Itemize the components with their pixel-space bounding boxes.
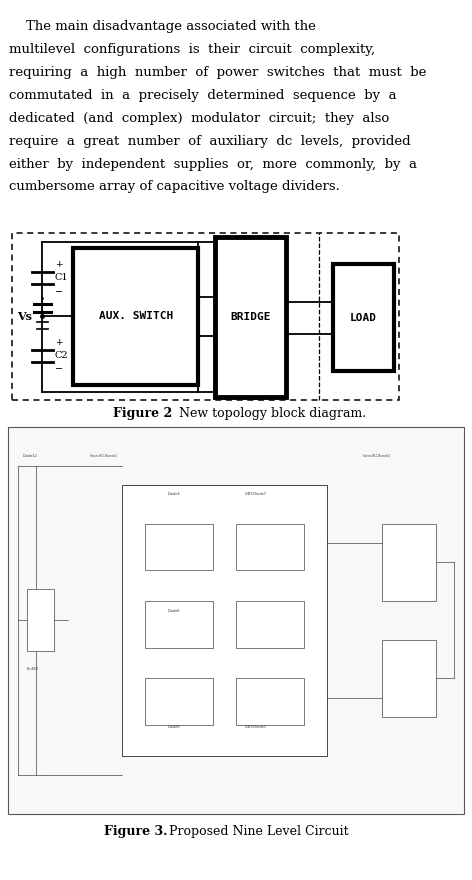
Text: AUX. SWITCH: AUX. SWITCH xyxy=(99,312,173,321)
Bar xyxy=(236,601,304,648)
Text: BRIDGE: BRIDGE xyxy=(230,312,270,322)
Text: −: − xyxy=(55,364,63,375)
Text: The main disadvantage associated with the: The main disadvantage associated with th… xyxy=(9,20,316,33)
Text: Diode6: Diode6 xyxy=(168,609,180,612)
Text: either  by  independent  supplies  or,  more  commonly,  by  a: either by independent supplies or, more … xyxy=(9,158,417,171)
Bar xyxy=(27,590,54,651)
Text: Diode8: Diode8 xyxy=(168,725,180,729)
Bar xyxy=(333,264,394,371)
Text: requiring  a  high  number  of  power  switches  that  must  be: requiring a high number of power switche… xyxy=(9,66,427,79)
Text: commutated  in  a  precisely  determined  sequence  by  a: commutated in a precisely determined seq… xyxy=(9,89,397,102)
Text: require  a  great  number  of  auxiliary  dc  levels,  provided: require a great number of auxiliary dc l… xyxy=(9,135,411,148)
Bar xyxy=(145,524,213,570)
Bar xyxy=(122,485,327,756)
Bar xyxy=(381,640,436,717)
Bar xyxy=(381,524,436,601)
Bar xyxy=(215,237,286,397)
Text: C1: C1 xyxy=(55,274,68,282)
Text: +: + xyxy=(55,260,62,269)
Text: E=480: E=480 xyxy=(27,667,39,671)
Text: Figure 2: Figure 2 xyxy=(113,407,173,420)
Text: New topology block diagram.: New topology block diagram. xyxy=(179,407,366,420)
Text: LOAD: LOAD xyxy=(350,312,377,323)
Bar xyxy=(236,678,304,725)
Text: Diode4: Diode4 xyxy=(168,493,180,496)
Text: +: + xyxy=(55,338,62,347)
Text: Proposed Nine Level Circuit: Proposed Nine Level Circuit xyxy=(165,825,349,839)
Bar xyxy=(73,248,198,385)
Bar xyxy=(145,678,213,725)
Text: dedicated  (and  complex)  modulator  circuit;  they  also: dedicated (and complex) modulator circui… xyxy=(9,112,390,125)
Text: Series RLC Branch4: Series RLC Branch4 xyxy=(363,454,390,458)
Text: C2: C2 xyxy=(55,351,68,360)
FancyBboxPatch shape xyxy=(12,233,399,400)
Text: cumbersome array of capacitive voltage dividers.: cumbersome array of capacitive voltage d… xyxy=(9,180,340,194)
Text: Diode12: Diode12 xyxy=(22,454,37,458)
Bar xyxy=(145,601,213,648)
Bar xyxy=(236,524,304,570)
Text: −: − xyxy=(55,287,63,297)
Text: multilevel  configurations  is  their  circuit  complexity,: multilevel configurations is their circu… xyxy=(9,43,376,56)
Text: Figure 3.: Figure 3. xyxy=(104,825,168,839)
Text: IGBT/Diode3: IGBT/Diode3 xyxy=(245,725,267,729)
Text: Vs: Vs xyxy=(17,312,32,322)
Text: Series RLC Branch2: Series RLC Branch2 xyxy=(91,454,117,458)
Text: IGBT/Diode7: IGBT/Diode7 xyxy=(245,493,267,496)
Bar xyxy=(8,427,464,814)
